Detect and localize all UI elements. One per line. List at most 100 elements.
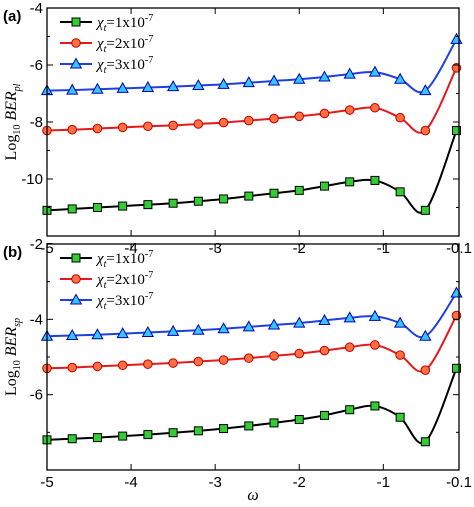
data-point-s2-7 [218,117,229,128]
data-point-s3-1 [66,329,79,341]
data-point-s2-15 [420,365,431,375]
data-point-s3-2 [91,82,104,94]
data-point-s1-16 [451,363,461,373]
data-point-s2-2 [92,123,103,134]
data-point-s1-14 [395,187,405,197]
data-point-s3-7 [217,322,230,334]
data-point-s3-3 [116,81,129,93]
data-point-s1-16 [451,126,461,136]
data-point-s3-3 [116,327,129,339]
series-line-1 [46,367,458,445]
data-point-s1-5 [168,428,178,438]
data-point-s2-9 [269,113,279,124]
data-point-s3-14 [393,316,407,328]
data-point-s3-8 [242,320,255,332]
data-point-s3-16 [450,286,463,298]
data-point-s2-10 [294,348,305,359]
data-point-s3-6 [192,323,205,335]
data-point-s3-7 [217,77,230,89]
data-point-s1-9 [269,188,279,198]
legend-label-3: χt=3x10-7 [95,55,153,76]
data-point-s1-13 [370,175,380,185]
data-point-s2-6 [193,356,204,367]
data-point-s3-15 [419,84,432,96]
data-point-s2-3 [117,360,128,371]
data-point-s3-11 [318,70,331,82]
data-point-s3-12 [343,311,356,323]
y-tick-label: -8 [30,114,43,131]
data-point-s1-1 [67,204,77,214]
data-point-s1-11 [319,410,329,420]
data-point-s3-13 [368,65,382,77]
data-point-s1-5 [168,198,178,208]
x-tick-label: -5 [40,474,53,491]
data-point-s3-15 [419,329,432,341]
data-point-s1-7 [219,424,229,434]
data-point-s3-8 [242,76,255,88]
data-point-s1-8 [244,421,254,431]
data-point-s1-3 [118,431,128,441]
data-point-s2-6 [193,119,204,129]
data-point-s1-10 [294,415,304,425]
data-point-s2-12 [344,105,355,115]
data-point-s3-5 [166,80,180,92]
panel-label: (b) [3,244,22,261]
data-point-s3-11 [318,313,331,325]
data-point-s2-4 [143,121,153,132]
legend-marker-2 [71,274,81,284]
data-point-s2-14 [395,350,405,360]
data-point-s2-1 [67,124,78,135]
data-point-s3-9 [267,74,281,86]
data-point-s1-15 [420,205,430,215]
y-tick-label: -4 [30,311,43,328]
data-point-s1-1 [67,434,77,444]
data-point-s2-11 [319,345,330,356]
data-point-s1-6 [193,196,203,206]
data-point-s3-12 [343,67,356,79]
data-point-s3-9 [267,318,281,330]
legend-label-1: χt=1x10-7 [95,13,153,34]
legend-label-2: χt=2x10-7 [95,34,153,55]
data-point-s2-14 [395,112,405,123]
legend-marker-2 [71,38,81,48]
data-point-s2-2 [92,361,103,372]
data-point-s1-10 [294,185,304,195]
data-point-s2-4 [143,359,153,369]
data-point-s1-2 [92,433,102,443]
x-tick-label: -1 [377,474,390,491]
legend-label-3: χt=3x10-7 [95,291,153,312]
data-point-s2-13 [370,340,380,350]
y-axis-title: Log10 BERpl [3,83,23,160]
data-point-s3-14 [393,72,407,84]
data-point-s3-2 [91,328,104,340]
data-point-s3-4 [141,325,155,338]
data-point-s3-6 [192,78,205,91]
data-point-s2-9 [269,351,279,361]
data-point-s1-15 [420,437,430,447]
legend-marker-1 [71,17,81,27]
y-tick-label: -10 [21,171,43,188]
data-point-s1-14 [395,412,405,422]
data-point-s2-12 [344,342,355,353]
legend-label-2: χt=2x10-7 [95,270,153,291]
y-tick-label: -6 [30,57,43,74]
x-tick-label: -0.1 [446,474,472,491]
data-point-s1-2 [92,203,102,212]
data-point-s2-1 [67,362,78,373]
data-point-s1-12 [345,405,355,415]
panel-b: -5 -4 -3 -2 -1 -0.1 -6 -4 -2 (b) Log10 BERsp χt=1x1… [3,236,472,504]
y-tick-label: -4 [30,0,43,17]
data-point-s3-10 [293,72,306,84]
data-point-s2-3 [117,122,128,133]
x-tick-label: -4 [124,474,137,491]
series-line-2 [46,315,458,373]
data-point-s1-4 [143,200,153,210]
data-point-s2-8 [243,353,254,363]
legend-marker-1 [71,253,81,263]
y-tick-label: -6 [30,387,43,404]
data-point-s3-4 [141,80,155,93]
legend-marker-3 [69,293,83,305]
data-point-s1-7 [219,194,229,204]
data-point-s2-5 [168,358,178,368]
